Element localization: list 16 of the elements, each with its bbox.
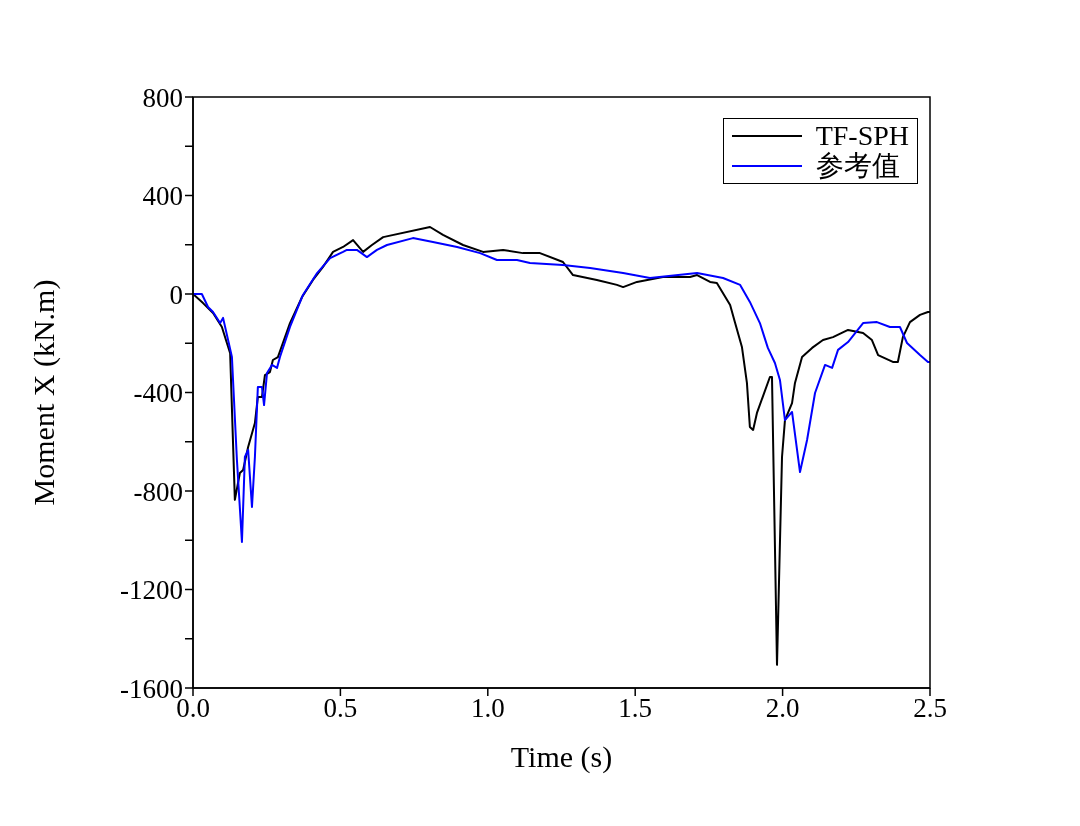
x-tick-label: 0.5 [323, 693, 358, 724]
y-tick-label: -1200 [120, 575, 183, 606]
x-tick-label: 2.5 [913, 693, 947, 724]
y-tick-label: 800 [142, 82, 183, 113]
x-tick-label: 1.0 [470, 693, 505, 724]
legend-label: 参考值 [815, 150, 900, 181]
y-tick-label: -800 [133, 476, 183, 507]
y-tick-label: 0 [169, 279, 183, 310]
y-tick-label: -400 [133, 378, 183, 409]
x-axis-title: Time (s) [510, 740, 613, 775]
y-tick-label: 400 [142, 181, 183, 212]
legend-label: TF-SPH [815, 120, 909, 151]
x-tick-label: 1.5 [618, 693, 653, 724]
line-series [193, 237, 930, 543]
y-axis-title: Moment X (kN.m) [26, 279, 61, 506]
x-tick-label: 2.0 [765, 693, 800, 724]
